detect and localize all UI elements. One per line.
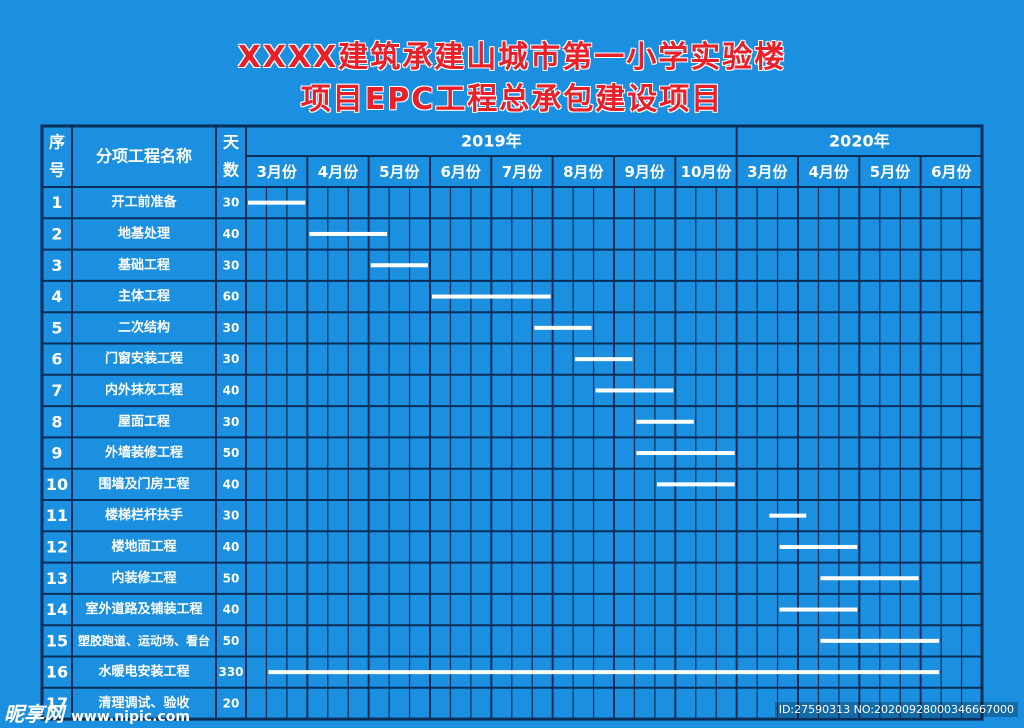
month-label: 5月份 xyxy=(379,163,420,181)
month-label: 5月份 xyxy=(870,163,911,181)
header-days-bottom: 数 xyxy=(223,161,240,180)
gantt-bar xyxy=(575,357,633,362)
month-label: 6月份 xyxy=(440,163,481,181)
gantt-bar xyxy=(370,263,428,268)
gantt-bar xyxy=(309,231,388,236)
row-seq: 5 xyxy=(51,318,62,337)
row-seq: 8 xyxy=(51,412,62,431)
title-line-1: XXXX建筑承建山城市第一小学实验楼 xyxy=(237,40,787,75)
row-days: 30 xyxy=(223,196,240,210)
row-days: 40 xyxy=(223,603,240,617)
row-seq: 9 xyxy=(51,444,62,463)
row-task-name: 室外道路及铺装工程 xyxy=(85,601,202,617)
row-task-name: 外墙装修工程 xyxy=(104,445,183,461)
gantt-bar xyxy=(820,638,940,643)
row-task-name: 清理调试、验收 xyxy=(98,695,190,711)
row-seq: 13 xyxy=(46,569,68,588)
row-task-name: 屋面工程 xyxy=(118,414,170,429)
watermark-id: ID:27590313 NO:20200928000346667000 xyxy=(774,702,1018,717)
header-seq-bottom: 号 xyxy=(49,161,65,180)
year-label: 2020年 xyxy=(829,132,890,151)
gantt-bar xyxy=(779,544,858,549)
row-seq: 10 xyxy=(46,475,68,494)
month-label: 4月份 xyxy=(808,163,849,181)
row-seq: 14 xyxy=(46,600,68,619)
row-days: 40 xyxy=(223,540,240,554)
watermark-logo-text: 昵享网 xyxy=(4,702,64,726)
row-task-name: 门窗安装工程 xyxy=(105,351,183,367)
row-days: 40 xyxy=(223,383,240,397)
row-task-name: 水暖电安装工程 xyxy=(98,664,189,680)
header-seq-top: 序 xyxy=(49,133,65,152)
row-days: 50 xyxy=(223,446,240,460)
row-task-name: 基础工程 xyxy=(117,257,170,273)
month-label: 7月份 xyxy=(502,163,543,181)
row-seq: 16 xyxy=(46,663,68,682)
gantt-bar xyxy=(769,513,807,518)
gantt-bar xyxy=(595,388,674,393)
row-task-name: 楼地面工程 xyxy=(111,538,176,554)
row-days: 40 xyxy=(223,477,240,491)
row-days: 30 xyxy=(223,415,240,429)
row-seq: 2 xyxy=(51,224,62,243)
gantt-bar xyxy=(636,419,694,424)
row-seq: 1 xyxy=(51,193,62,212)
month-label: 10月份 xyxy=(681,163,733,181)
row-days: 30 xyxy=(223,258,240,272)
row-task-name: 楼梯栏杆扶手 xyxy=(105,507,183,523)
month-label: 3月份 xyxy=(256,163,297,181)
gantt-bar xyxy=(534,325,592,330)
row-task-name: 二次结构 xyxy=(118,319,170,335)
row-days: 30 xyxy=(223,321,240,335)
row-days: 330 xyxy=(218,665,243,679)
row-seq: 12 xyxy=(46,537,68,556)
row-days: 30 xyxy=(223,509,240,523)
month-label: 8月份 xyxy=(563,163,604,181)
row-seq: 17 xyxy=(46,694,68,713)
row-task-name: 主体工程 xyxy=(118,288,170,304)
row-days: 50 xyxy=(223,571,240,585)
month-label: 6月份 xyxy=(931,163,972,181)
month-label: 4月份 xyxy=(318,163,359,181)
year-label: 2019年 xyxy=(461,132,522,151)
gantt-bar xyxy=(820,576,919,581)
gantt-bar xyxy=(779,607,858,612)
gantt-bar xyxy=(432,294,551,299)
row-task-name: 围墙及门房工程 xyxy=(98,476,189,492)
table-border xyxy=(40,124,984,721)
month-label: 3月份 xyxy=(747,163,788,181)
row-task-name: 内外抹灰工程 xyxy=(105,382,183,398)
watermark-logo: 昵享网 www.nipic.com xyxy=(4,698,190,727)
row-seq: 4 xyxy=(51,287,62,306)
row-days: 60 xyxy=(223,290,240,304)
header-name: 分项工程名称 xyxy=(96,147,192,166)
row-task-name: 地基处理 xyxy=(118,225,170,241)
gantt-bar xyxy=(248,200,306,205)
row-seq: 15 xyxy=(46,631,68,650)
row-task-name: 开工前准备 xyxy=(111,194,177,210)
row-days: 40 xyxy=(223,227,240,241)
row-seq: 6 xyxy=(51,350,62,369)
header-days-top: 天 xyxy=(223,133,240,152)
gantt-bar xyxy=(268,670,940,675)
month-label: 9月份 xyxy=(624,163,665,181)
title-line-2: 项目EPC工程总承包建设项目 xyxy=(300,82,724,117)
gantt-bar xyxy=(656,482,735,487)
row-task-name: 内装修工程 xyxy=(111,570,176,586)
watermark-url: www.nipic.com xyxy=(70,709,190,725)
row-seq: 7 xyxy=(51,381,62,400)
row-task-name: 塑胶跑道、运动场、看台 xyxy=(78,633,210,648)
row-days: 30 xyxy=(223,352,240,366)
gantt-bar xyxy=(636,451,735,456)
row-seq: 11 xyxy=(46,506,68,525)
row-seq: 3 xyxy=(51,256,62,275)
row-days: 50 xyxy=(223,634,240,648)
row-days: 20 xyxy=(223,696,240,710)
